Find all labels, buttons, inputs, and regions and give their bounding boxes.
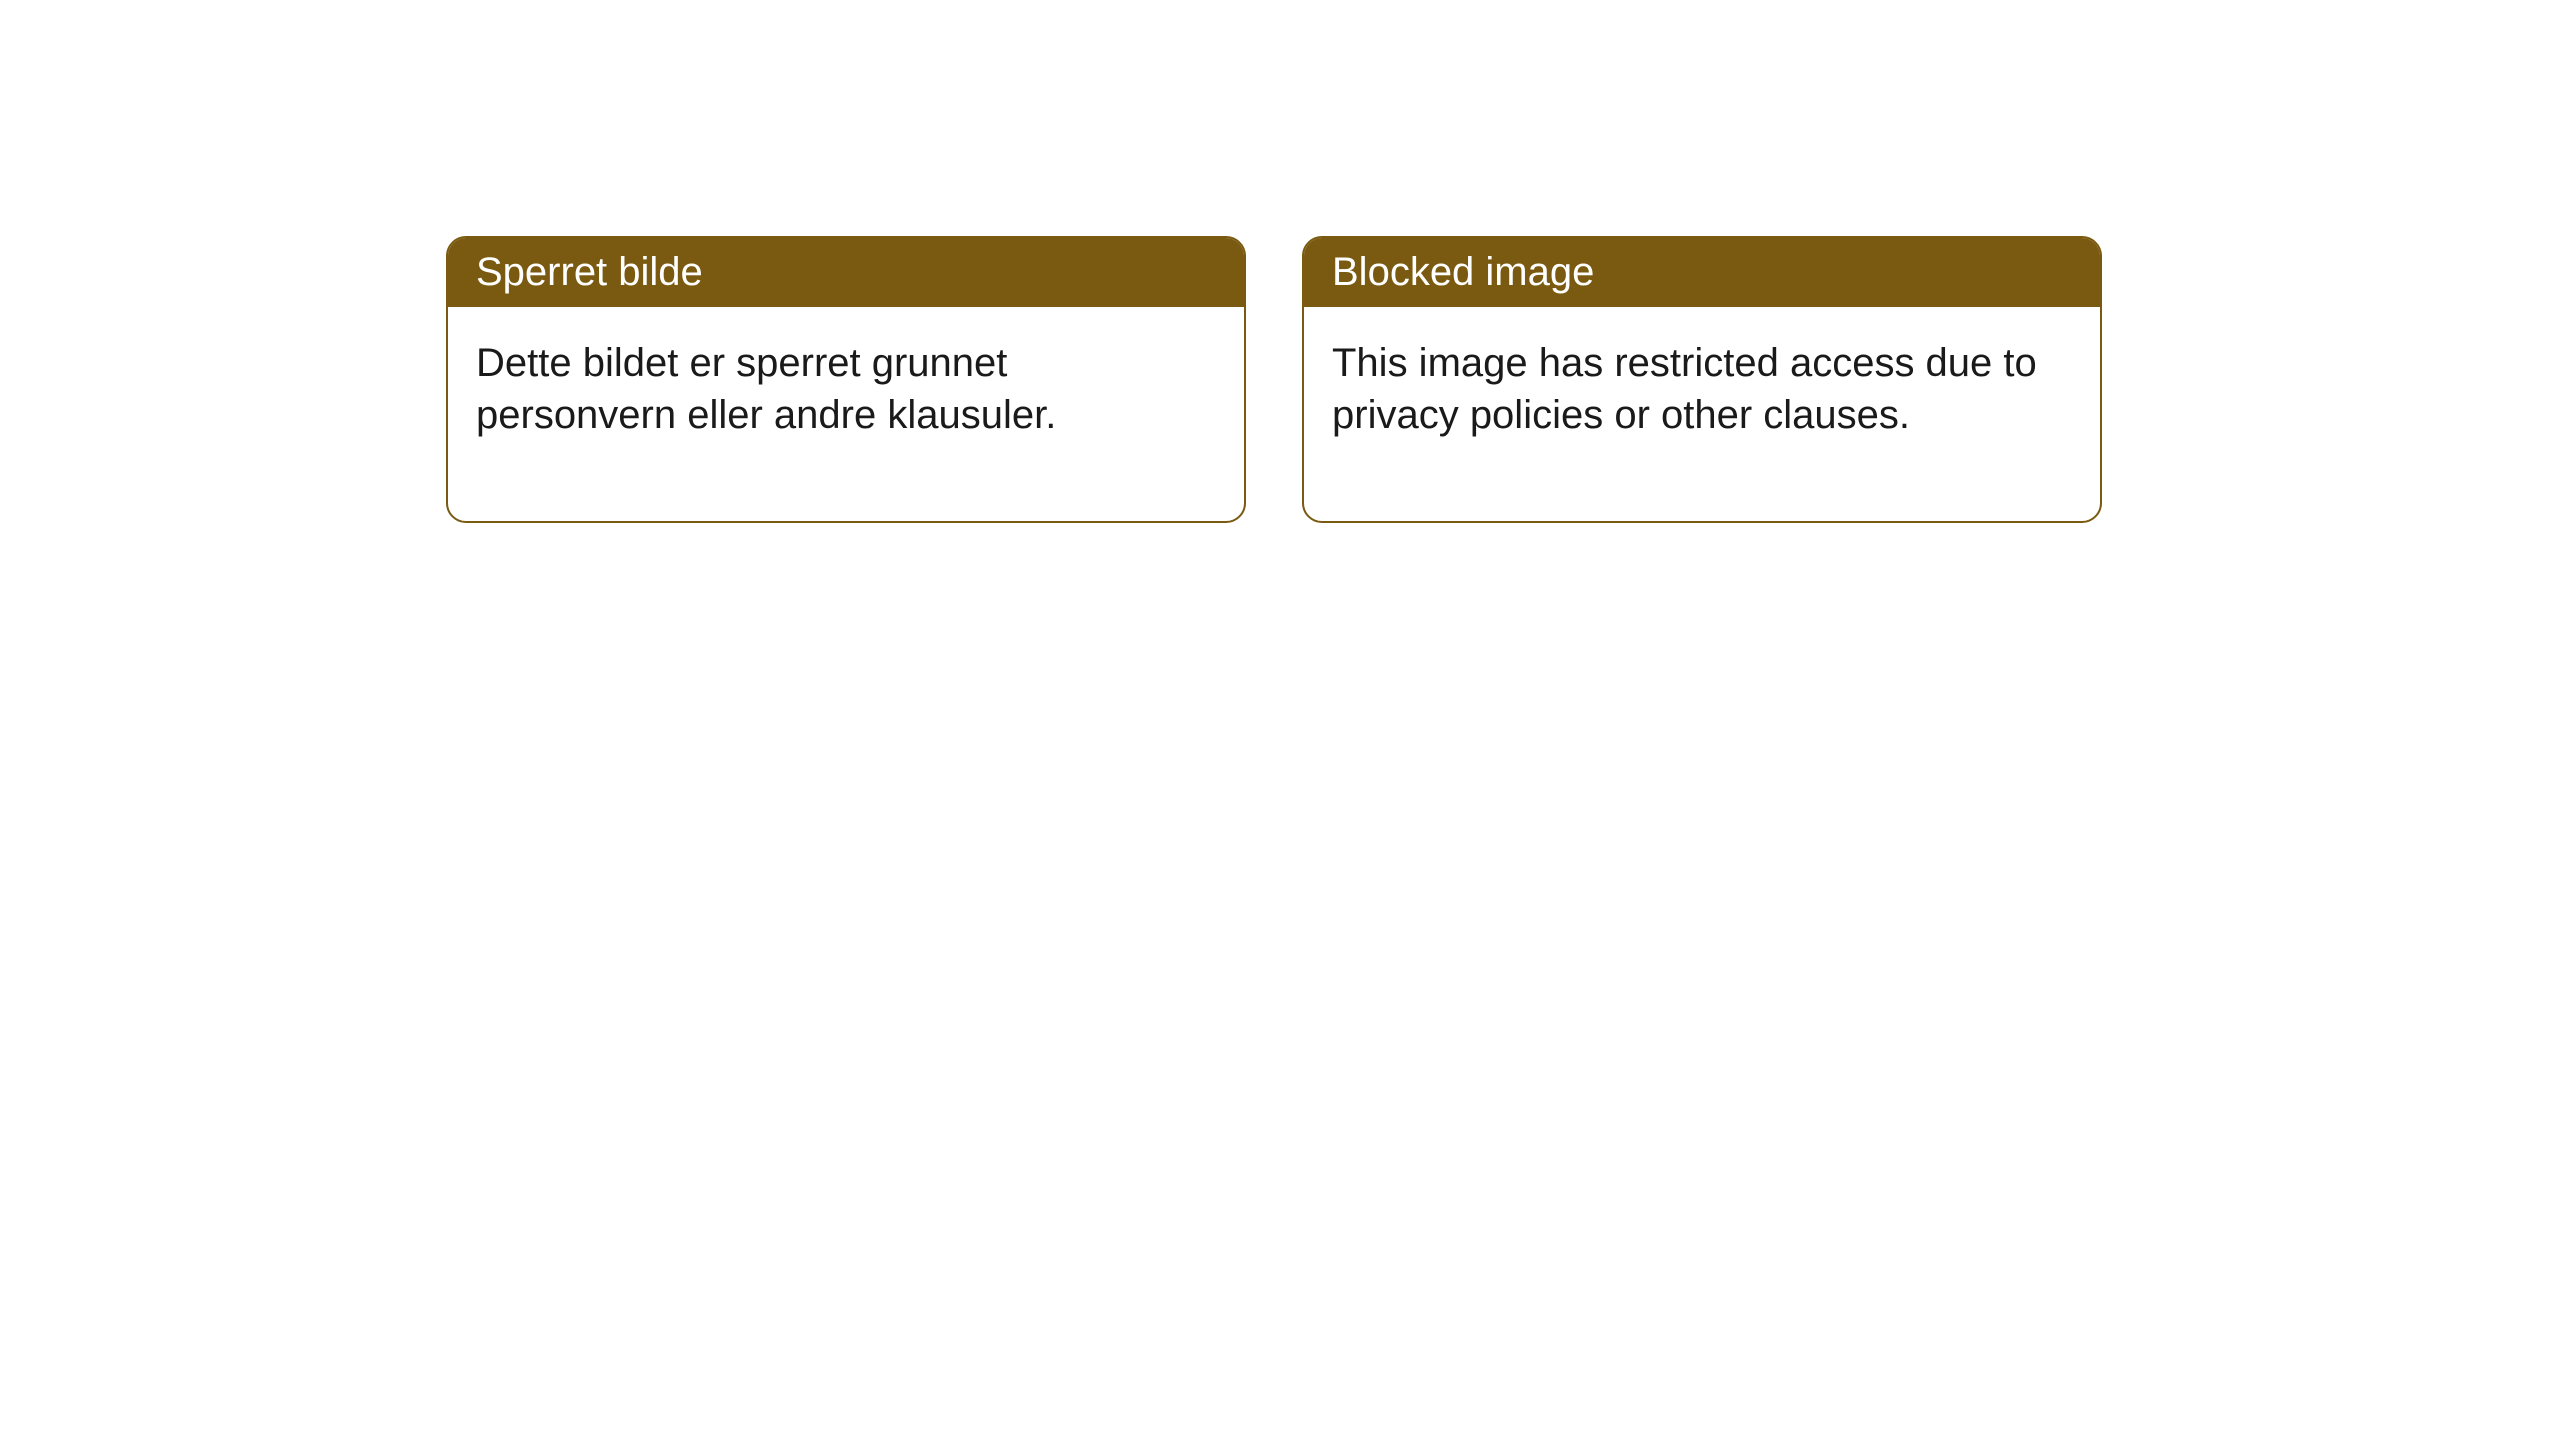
card-title: Blocked image: [1332, 250, 1594, 294]
card-english: Blocked image This image has restricted …: [1302, 236, 2102, 523]
card-norwegian: Sperret bilde Dette bildet er sperret gr…: [446, 236, 1246, 523]
card-body-text: This image has restricted access due to …: [1332, 341, 2037, 437]
card-body-text: Dette bildet er sperret grunnet personve…: [476, 341, 1056, 437]
card-body: Dette bildet er sperret grunnet personve…: [448, 307, 1244, 521]
card-title: Sperret bilde: [476, 250, 703, 294]
card-header: Blocked image: [1304, 238, 2100, 307]
cards-container: Sperret bilde Dette bildet er sperret gr…: [446, 236, 2102, 523]
card-header: Sperret bilde: [448, 238, 1244, 307]
card-body: This image has restricted access due to …: [1304, 307, 2100, 521]
